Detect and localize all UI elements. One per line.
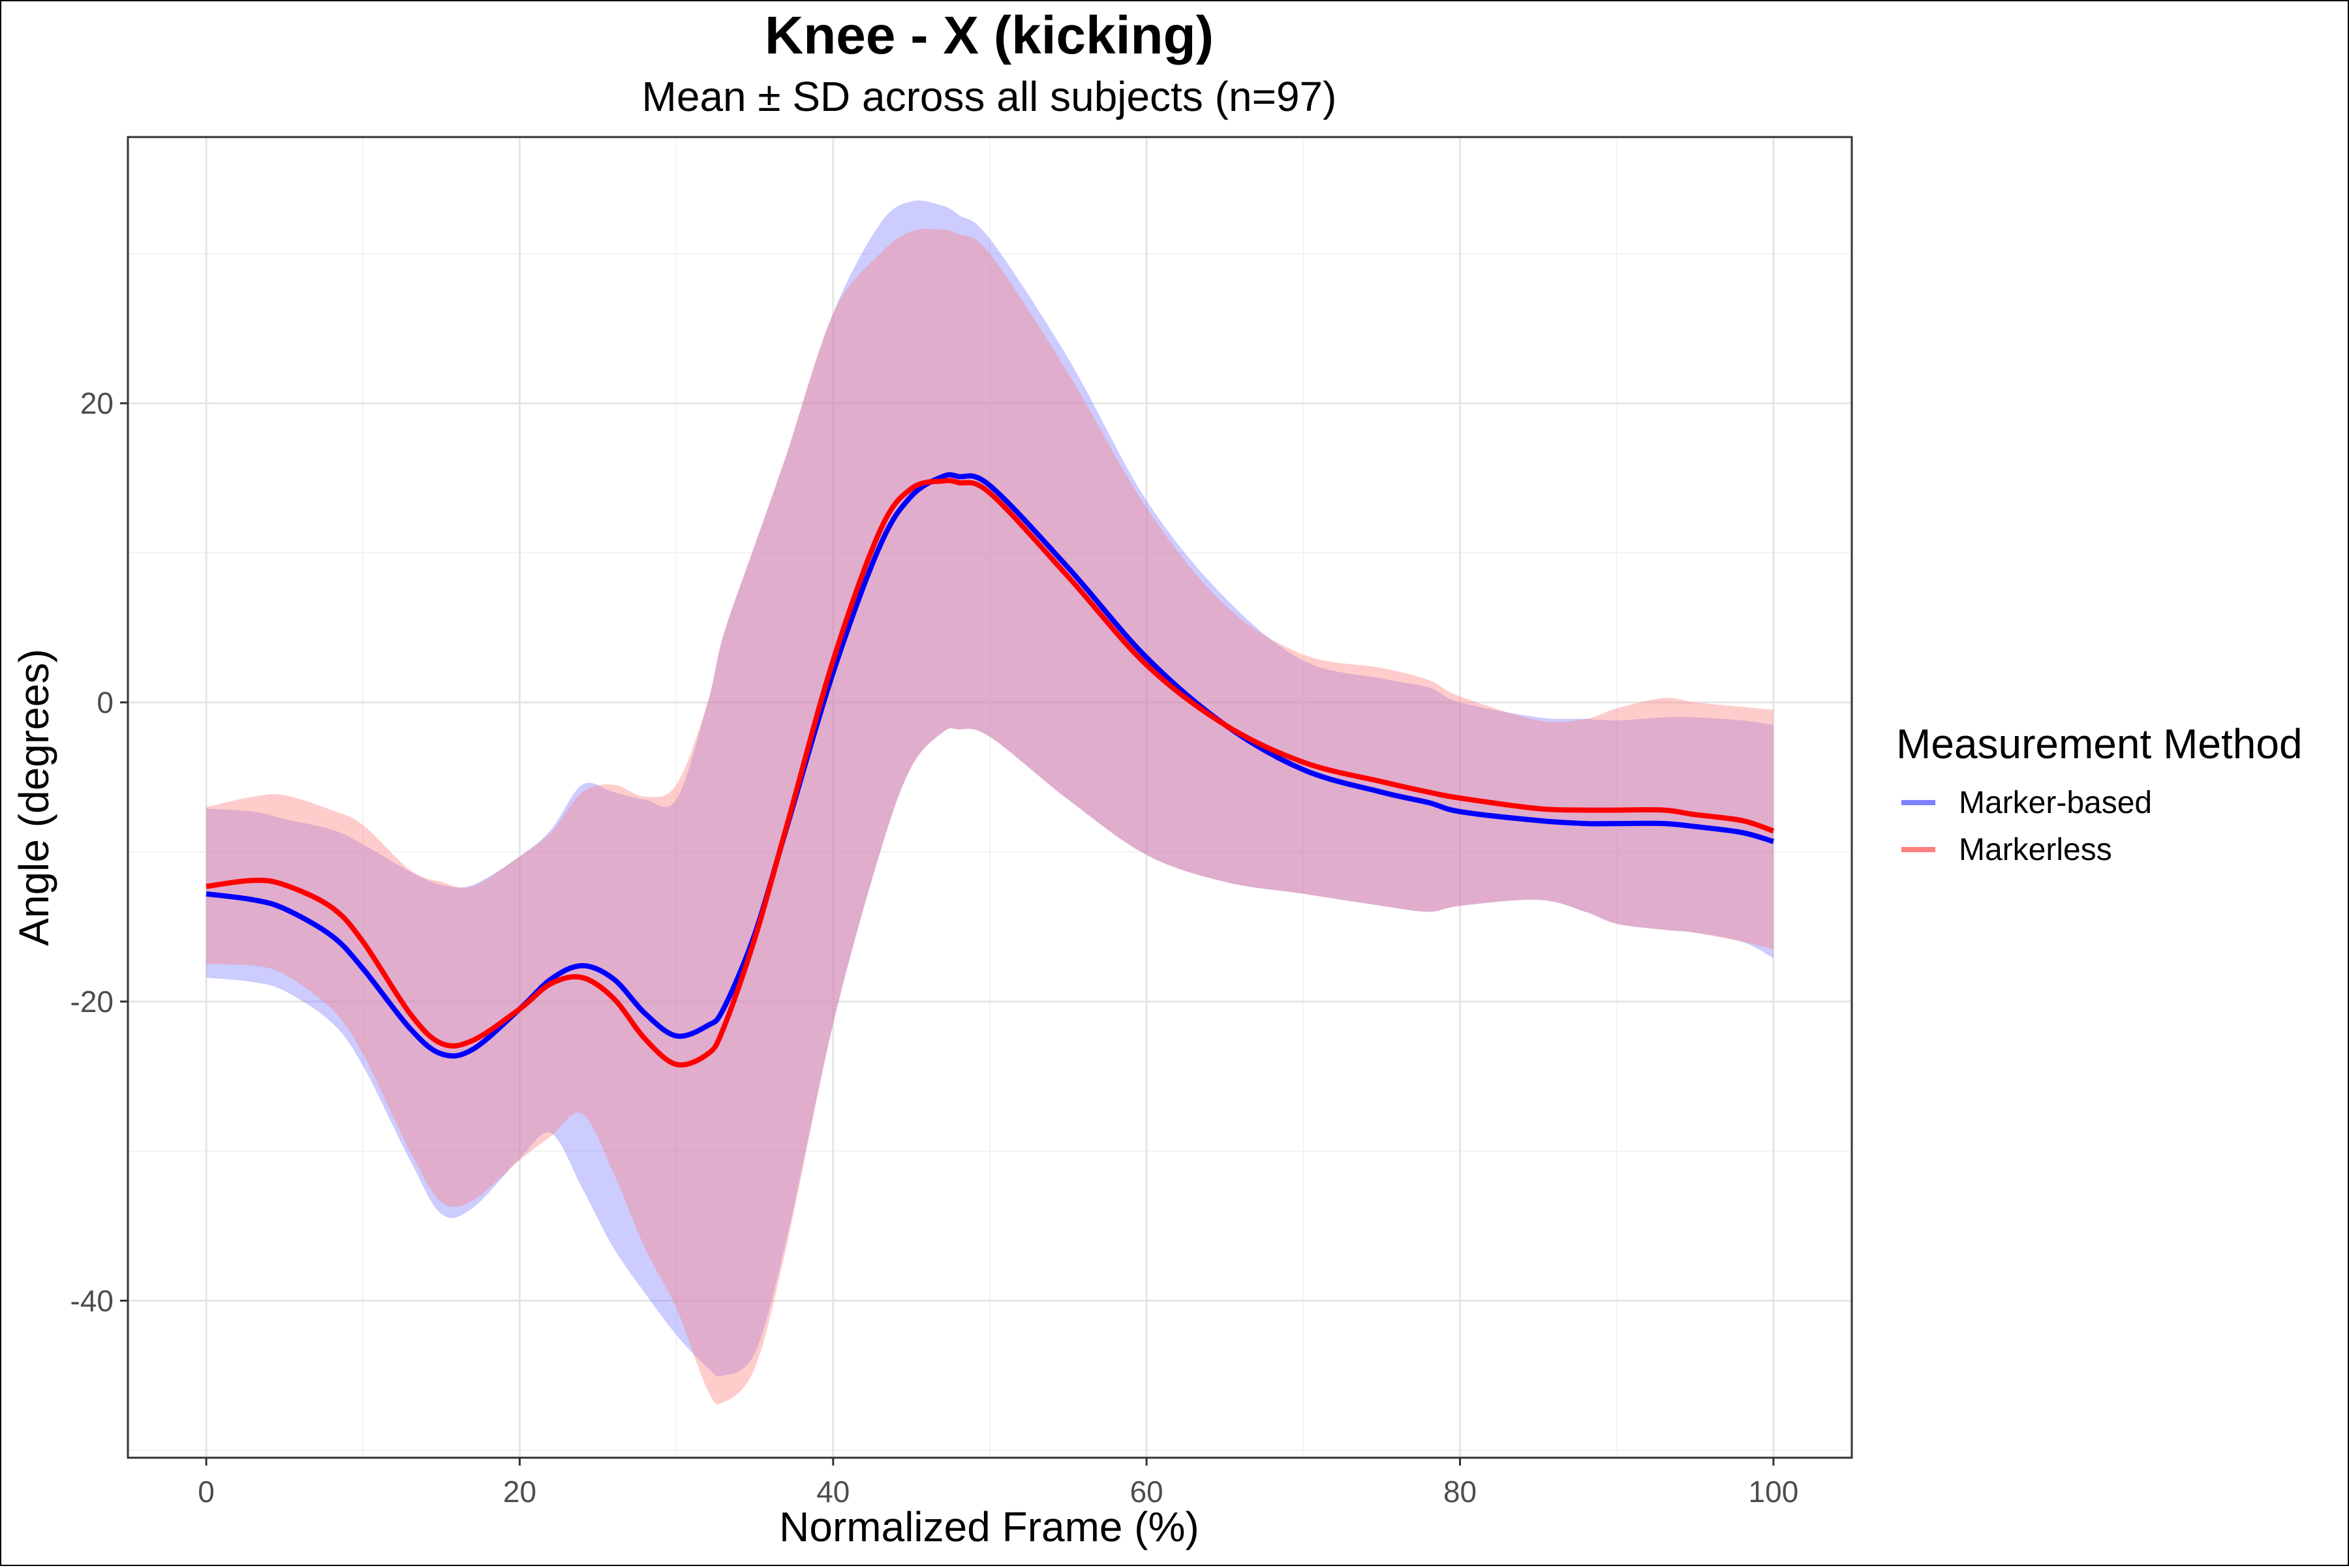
x-tick-label: 20 (503, 1475, 536, 1509)
legend-label-markerless: Markerless (1959, 833, 2112, 867)
x-tick-label: 80 (1443, 1475, 1477, 1509)
x-axis-title: Normalized Frame (%) (779, 1503, 1199, 1550)
sd-band-marker-based (206, 200, 1773, 1377)
x-tick-label: 0 (198, 1475, 215, 1509)
x-tick-label: 100 (1749, 1475, 1799, 1509)
legend-label-marker-based: Marker-based (1959, 786, 2152, 820)
legend: Measurement Method Marker-based Markerle… (1896, 720, 2303, 867)
y-axis-title: Angle (degrees) (10, 649, 57, 945)
sd-band-markerless (206, 228, 1773, 1405)
y-tick-label: -20 (70, 985, 114, 1019)
x-tick-label: 40 (816, 1475, 850, 1509)
chart-title: Knee - X (kicking) (765, 6, 1214, 65)
y-tick-label: -40 (70, 1284, 114, 1317)
y-tick-label: 0 (97, 685, 114, 719)
plot-area: 0 20 40 60 80 100 -40 -20 0 20 (70, 136, 1853, 1509)
mean-line-marker-based (206, 472, 1775, 1059)
mean-line-markerless (206, 478, 1775, 1068)
x-tick-label: 60 (1130, 1475, 1163, 1509)
plot-panel-border (127, 136, 1853, 1459)
chart-subtitle: Mean ± SD across all subjects (n=97) (642, 73, 1337, 120)
y-tick-label: 20 (80, 386, 114, 420)
legend-title: Measurement Method (1896, 720, 2303, 767)
